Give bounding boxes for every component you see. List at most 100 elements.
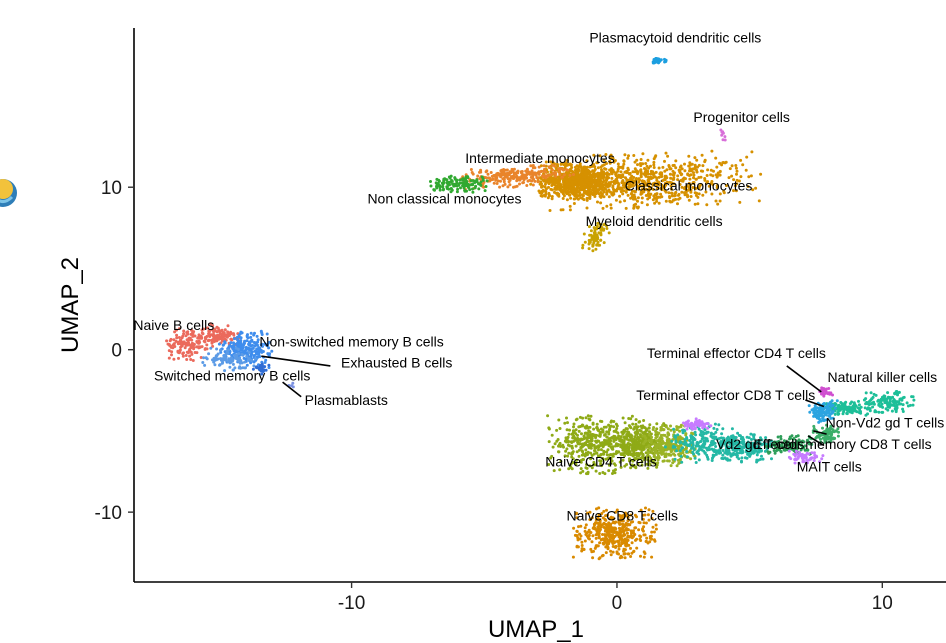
cell-point [669, 176, 673, 180]
cell-point [625, 178, 629, 182]
cell-point [589, 451, 593, 455]
cell-point [600, 512, 604, 515]
cell-point [600, 225, 603, 229]
cell-point [579, 471, 583, 475]
cell-point [621, 517, 625, 521]
cell-point [710, 180, 714, 183]
cell-point [548, 173, 552, 177]
cell-point [629, 529, 633, 533]
cell-point [746, 440, 750, 444]
cell-point [892, 403, 895, 407]
cell-point [178, 349, 182, 353]
cell-point [807, 404, 811, 408]
cell-point [808, 410, 812, 414]
cell-point [693, 191, 697, 195]
cell-point [598, 154, 602, 158]
cell-point [641, 152, 645, 156]
cell-point [697, 176, 701, 179]
cell-point [594, 536, 598, 540]
cell-point [636, 462, 640, 466]
cell-point [673, 457, 677, 461]
cell-point [651, 173, 655, 177]
cell-point [199, 356, 203, 359]
cell-point [197, 333, 201, 337]
cell-point [706, 439, 710, 443]
cell-point [671, 169, 675, 173]
cell-point [238, 339, 241, 343]
cell-point [734, 166, 738, 170]
cell-point [602, 241, 606, 245]
cell-point [606, 448, 610, 452]
cell-point [609, 549, 613, 553]
cell-point [651, 188, 655, 191]
cell-point [525, 184, 529, 187]
cell-point [732, 178, 736, 182]
cell-point [452, 182, 456, 186]
cell-point [470, 171, 474, 174]
cell-point [772, 449, 776, 452]
cell-point [502, 180, 506, 184]
cell-point [646, 158, 650, 162]
cell-point [715, 165, 719, 169]
cell-point [657, 180, 661, 184]
cell-point [608, 161, 612, 165]
cell-point [630, 536, 634, 540]
cell-point [593, 463, 597, 467]
cell-point [757, 199, 761, 203]
cell-point [637, 446, 641, 449]
cell-point [591, 534, 595, 538]
cell-point [637, 453, 641, 457]
cell-point [581, 243, 585, 247]
cell-point [610, 459, 614, 463]
cell-point [658, 441, 662, 445]
cell-point [223, 328, 227, 332]
cell-point [203, 340, 207, 344]
cell-point [628, 458, 632, 462]
cell-point [455, 190, 459, 194]
cell-point [664, 151, 668, 155]
cell-point [795, 443, 799, 447]
cell-point [586, 450, 590, 454]
cell-point [749, 432, 753, 436]
cell-point [233, 366, 237, 370]
cell-point [252, 364, 256, 368]
cell-point [559, 445, 563, 448]
cell-point [749, 174, 753, 178]
cell-point [522, 178, 526, 182]
cell-point [562, 168, 565, 172]
cell-point [593, 165, 597, 169]
cell-point [644, 429, 648, 433]
cell-point [597, 455, 601, 458]
cell-point [544, 187, 548, 191]
cell-point [505, 172, 509, 176]
cell-point [558, 169, 561, 173]
cell-point [597, 534, 601, 538]
cell-point [607, 469, 611, 473]
cell-point [630, 551, 634, 555]
cell-point [664, 425, 668, 429]
cell-point [442, 179, 446, 183]
cell-point [822, 389, 825, 393]
cell-point [517, 176, 521, 180]
cell-point [578, 537, 582, 541]
cell-point [642, 419, 646, 422]
cell-point [724, 444, 728, 448]
cell-point [178, 339, 182, 343]
cell-point [669, 464, 673, 468]
cell-point [588, 417, 591, 421]
cell-point [827, 387, 831, 390]
cell-point [701, 435, 705, 439]
cell-point [636, 170, 640, 174]
cell-point [604, 551, 608, 555]
cell-point [893, 392, 897, 396]
cell-point [652, 163, 656, 167]
cell-point [614, 452, 618, 456]
cell-point [531, 183, 535, 187]
cell-point [785, 448, 789, 452]
cell-point [183, 346, 187, 350]
cell-point [576, 536, 580, 540]
cell-point [692, 173, 696, 177]
cell-point [595, 426, 599, 430]
cell-point [609, 553, 613, 557]
cell-point [703, 160, 707, 164]
